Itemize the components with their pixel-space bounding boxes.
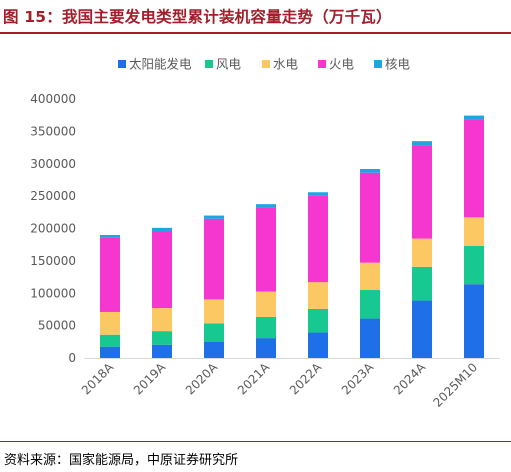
- bar-segment-wind: [204, 323, 224, 342]
- y-tick-label: 50000: [38, 319, 76, 333]
- bar-segment-solar: [308, 332, 328, 358]
- bar-segment-nuclear: [100, 234, 120, 238]
- bar-stack-2023A: [360, 168, 380, 358]
- bar-segment-hydro: [360, 262, 380, 291]
- bar-segment-solar: [152, 344, 172, 358]
- bar-segment-solar: [204, 341, 224, 358]
- x-tick-label: 2023A: [339, 360, 377, 398]
- legend: 太阳能发电 风电 水电 火电 核电: [118, 57, 411, 72]
- x-tick-label: 2025M10: [431, 360, 481, 410]
- x-tick-label: 2024A: [391, 360, 429, 398]
- bar-segment-hydro: [204, 299, 224, 324]
- legend-swatch-wind: [205, 60, 213, 68]
- bar-stack-2018A: [100, 234, 120, 358]
- bar-segment-thermal: [464, 119, 484, 218]
- figure-title-bar: 图 15：我国主要发电类型累计装机容量走势（万千瓦）: [0, 0, 511, 31]
- legend-label-solar: 太阳能发电: [129, 57, 192, 72]
- bar-stack-2021A: [256, 204, 276, 358]
- footer-divider: [0, 441, 511, 442]
- y-tick-label: 250000: [30, 189, 76, 203]
- bar-segment-hydro: [256, 291, 276, 317]
- x-tick-label: 2019A: [131, 360, 169, 398]
- bar-segment-wind: [152, 331, 172, 345]
- x-axis: 2018A 2019A 2020A 2021A 2022A 2023A 2024A 2025M…: [79, 358, 500, 410]
- y-tick-label: 200000: [30, 222, 76, 236]
- x-tick-label: 2018A: [79, 360, 117, 398]
- bar-segment-thermal: [100, 237, 120, 312]
- bar-segment-hydro: [152, 308, 172, 332]
- y-tick-label: 350000: [30, 124, 76, 138]
- stacked-bar-chart: 太阳能发电 风电 水电 火电 核电 0 50000 100000 150000 200000 25…: [30, 57, 500, 410]
- bar-segment-nuclear: [204, 215, 224, 219]
- chart-container: 太阳能发电 风电 水电 火电 核电 0 50000 100000 150000 200000 25…: [0, 40, 511, 435]
- bar-segment-nuclear: [152, 227, 172, 232]
- title-divider: [0, 32, 511, 34]
- bar-stack-2025M10: [464, 115, 484, 358]
- legend-swatch-thermal: [318, 60, 326, 68]
- bar-segment-wind: [100, 334, 120, 347]
- x-tick-label: 2021A: [235, 360, 273, 398]
- bar-segment-nuclear: [360, 168, 380, 173]
- bar-segment-thermal: [412, 145, 432, 239]
- y-tick-label: 300000: [30, 157, 76, 171]
- legend-swatch-hydro: [262, 60, 270, 68]
- source-note: 资料来源：国家能源局，中原证券研究所: [4, 453, 239, 468]
- bar-segment-solar: [464, 284, 484, 358]
- y-tick-label: 100000: [30, 286, 76, 300]
- bar-stack-2024A: [412, 141, 432, 358]
- legend-label-hydro: 水电: [273, 57, 299, 72]
- bar-segment-nuclear: [412, 141, 432, 146]
- bar-segment-thermal: [204, 218, 224, 300]
- bar-segment-wind: [464, 245, 484, 285]
- bar-segment-hydro: [308, 282, 328, 309]
- x-tick-label: 2022A: [287, 360, 325, 398]
- figure-title: 图 15：我国主要发电类型累计装机容量走势（万千瓦）: [3, 8, 392, 26]
- bar-segment-solar: [256, 338, 276, 358]
- bar-stack-2019A: [152, 227, 172, 358]
- bar-segment-hydro: [100, 311, 120, 335]
- x-tick-label: 2020A: [183, 360, 221, 398]
- bar-segment-wind: [308, 308, 328, 333]
- bar-segment-nuclear: [256, 204, 276, 208]
- bar-segment-wind: [256, 316, 276, 339]
- bar-segment-hydro: [464, 217, 484, 246]
- bars: [100, 115, 484, 358]
- bar-segment-thermal: [308, 195, 328, 283]
- bar-segment-wind: [412, 266, 432, 301]
- bar-segment-thermal: [152, 231, 172, 309]
- y-tick-label: 150000: [30, 254, 76, 268]
- legend-swatch-nuclear: [374, 60, 382, 68]
- bar-segment-hydro: [412, 238, 432, 267]
- bar-segment-thermal: [256, 207, 276, 292]
- bar-segment-solar: [412, 300, 432, 358]
- legend-label-nuclear: 核电: [385, 57, 411, 72]
- y-tick-label: 0: [68, 351, 76, 365]
- bar-segment-nuclear: [464, 115, 484, 120]
- y-tick-label: 400000: [30, 92, 76, 106]
- legend-label-thermal: 火电: [329, 57, 355, 72]
- legend-swatch-solar: [118, 60, 126, 68]
- legend-label-wind: 风电: [216, 57, 242, 72]
- bar-segment-wind: [360, 290, 380, 319]
- bar-stack-2022A: [308, 192, 328, 358]
- bar-segment-nuclear: [308, 192, 328, 196]
- y-axis: 0 50000 100000 150000 200000 250000 300000 3500…: [30, 92, 76, 365]
- bar-segment-solar: [360, 318, 380, 358]
- bar-stack-2020A: [204, 215, 224, 358]
- bar-segment-thermal: [360, 172, 380, 263]
- bar-segment-solar: [100, 346, 120, 358]
